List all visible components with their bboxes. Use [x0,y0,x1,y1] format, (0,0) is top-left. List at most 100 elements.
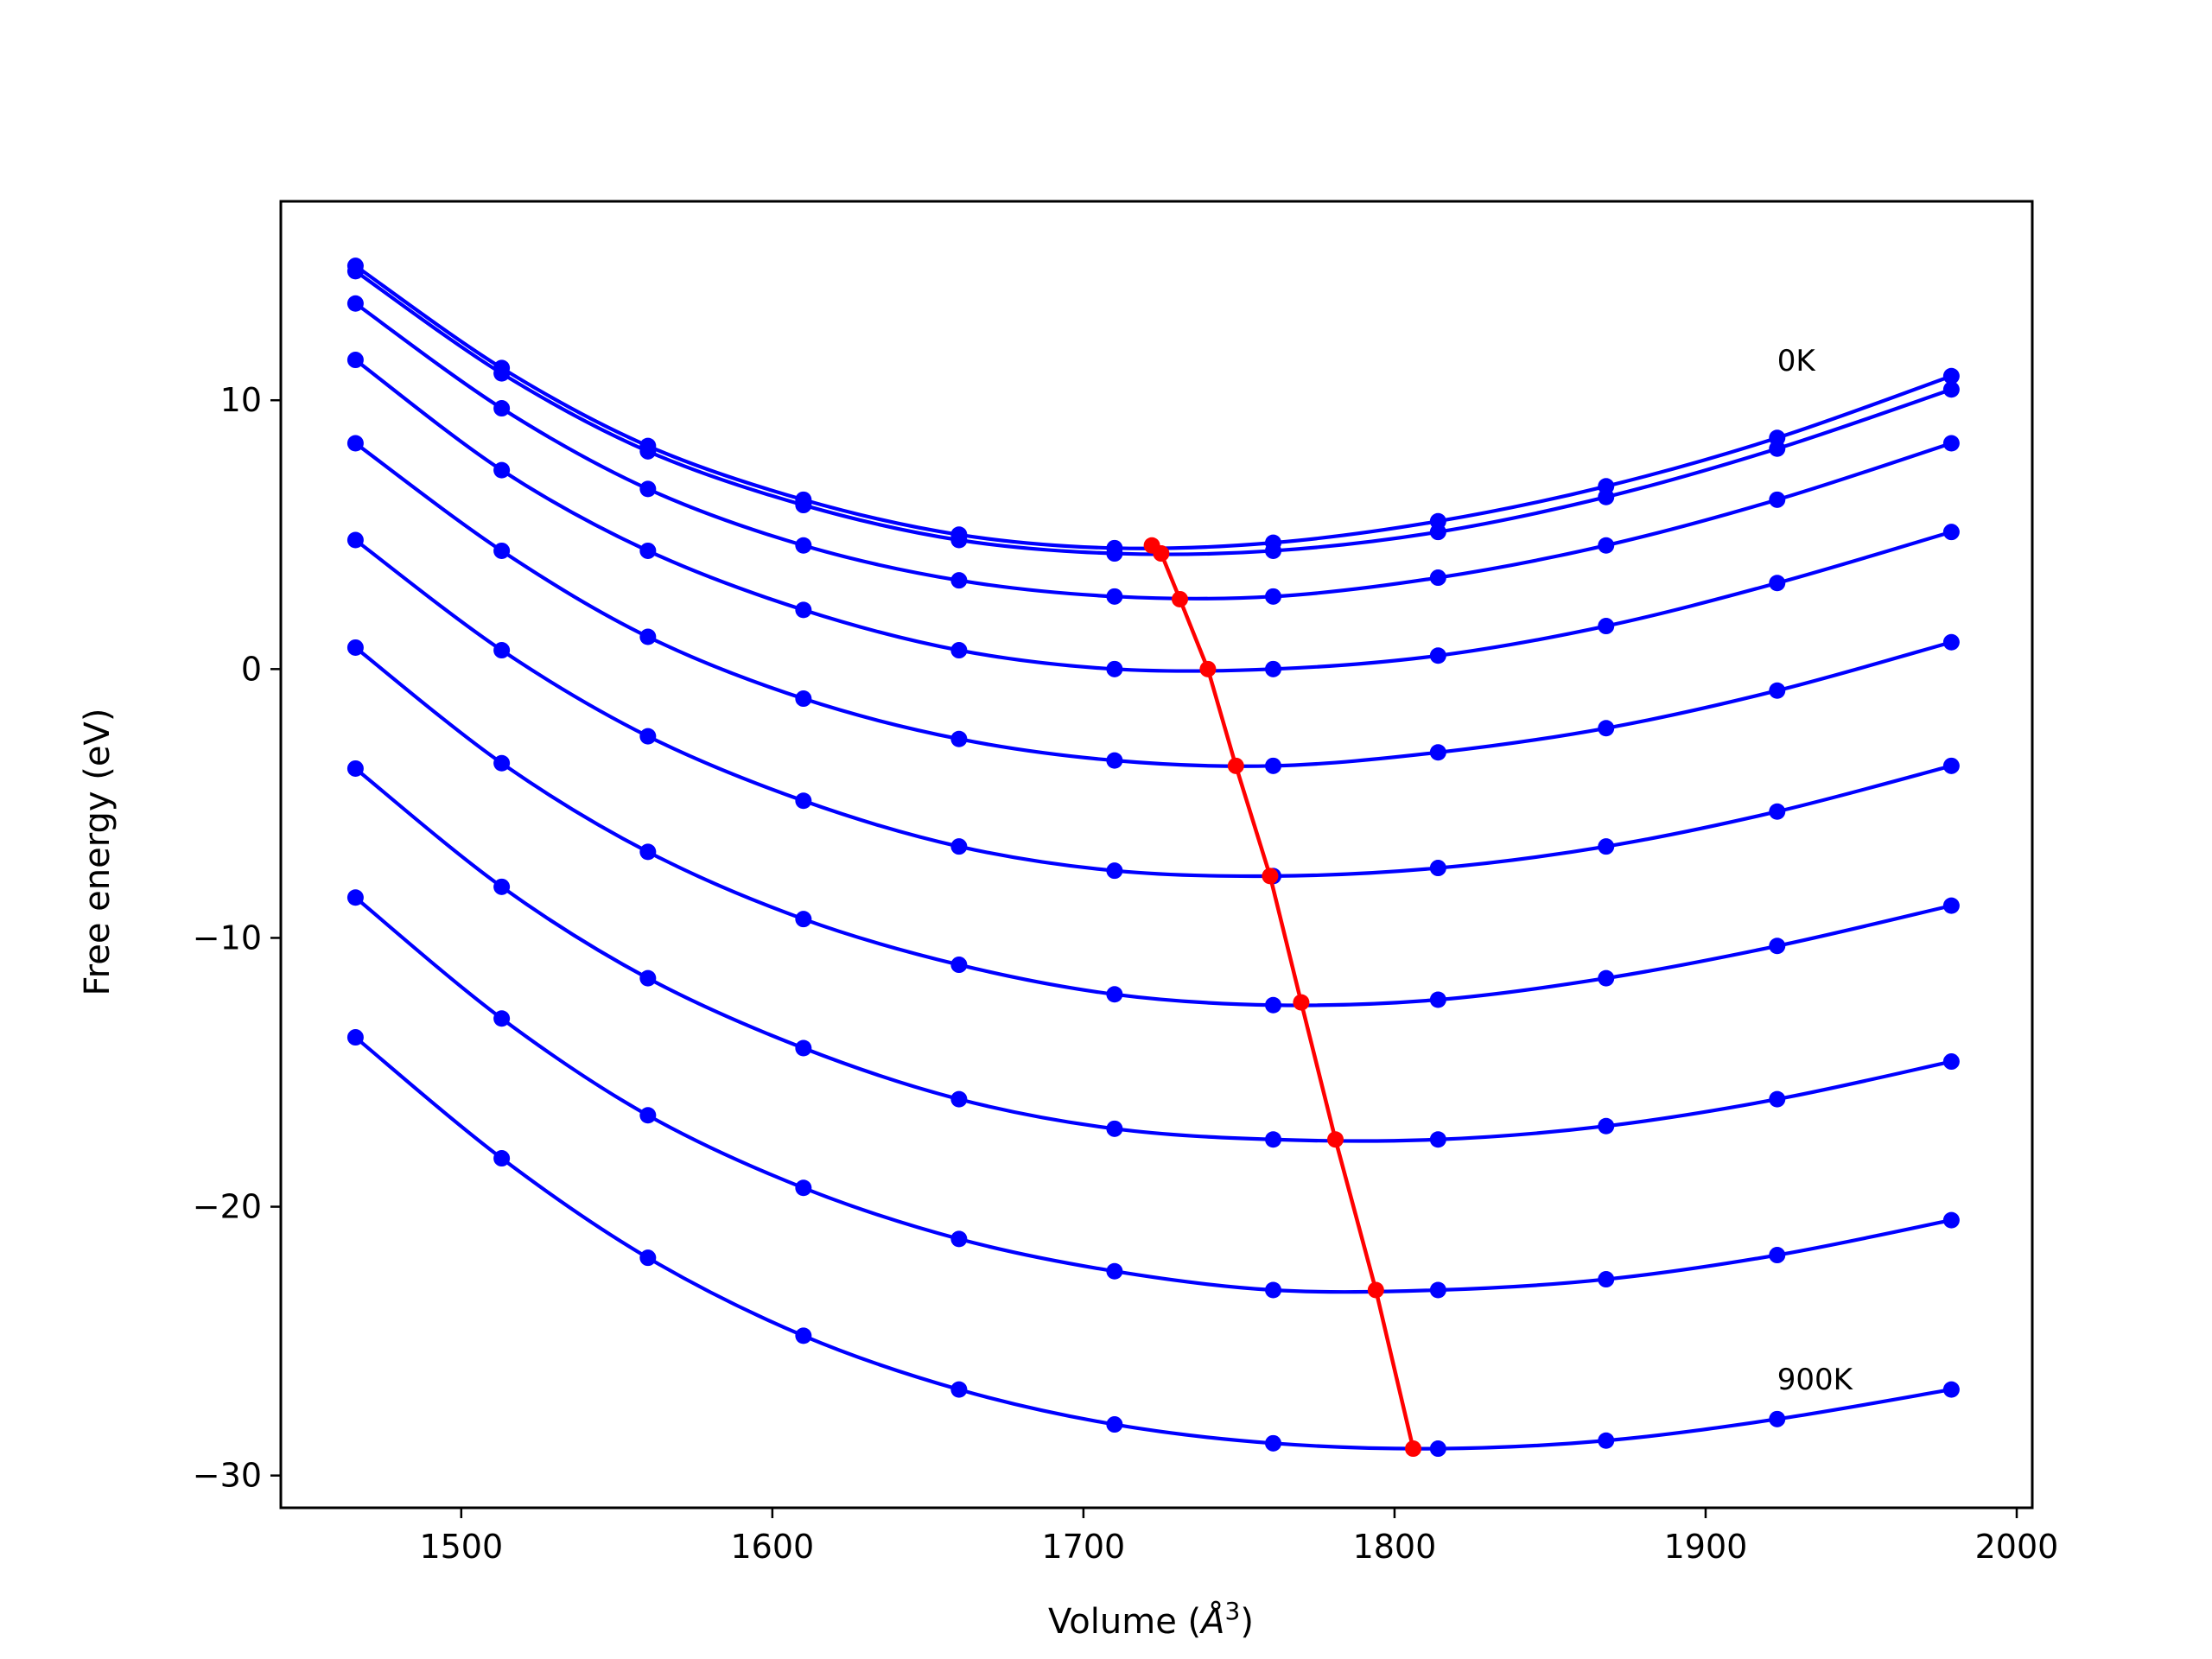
annotation-0k: 0K [1777,344,1817,378]
series-9-point-5 [1106,1416,1123,1433]
series-2-point-6 [1265,588,1282,605]
series-9-point-8 [1598,1432,1615,1449]
series-8-point-3 [795,1179,812,1197]
series-2-point-1 [493,400,511,417]
series-5-point-4 [950,838,968,855]
series-6-point-9 [1769,938,1786,955]
series-1-point-1 [493,365,511,382]
series-5-point-9 [1769,803,1786,820]
y-tick-label-4: −30 [193,1457,262,1495]
series-2-point-2 [639,480,657,498]
series-8-point-1 [493,1010,511,1027]
y-tick-label-3: −20 [193,1188,262,1226]
minimum-path-point-8 [1367,1281,1384,1299]
series-7-point-4 [950,1090,968,1108]
series-5-point-10 [1942,757,1960,774]
series-6-point-6 [1265,996,1282,1014]
plot-frame [279,200,2034,1510]
curves-layer [354,264,1953,1451]
series-1-point-10 [1942,381,1960,398]
minimum-path-point-6 [1293,994,1310,1011]
series-2-point-3 [795,537,812,554]
series-9-point-3 [795,1327,812,1344]
series-3-point-9 [1769,575,1786,592]
series-7-point-2 [639,969,657,987]
minimum-path-point-9 [1405,1440,1422,1458]
series-line-0 [354,264,1953,550]
y-tick-label-1: 0 [241,650,262,688]
series-9-point-4 [950,1381,968,1398]
minimum-path-point-1 [1153,545,1170,563]
minimum-path-point-3 [1199,660,1217,677]
series-4-point-6 [1265,757,1282,774]
series-2-point-0 [346,295,364,312]
series-5-point-7 [1429,860,1446,877]
series-4-point-1 [493,542,511,559]
series-4-point-9 [1769,682,1786,699]
series-5-point-8 [1598,838,1615,855]
series-6-point-1 [493,754,511,772]
series-line-4 [354,442,1952,768]
series-4-point-4 [950,730,968,747]
points-layer [346,257,1960,1458]
series-7-point-6 [1265,1131,1282,1148]
x-tick-label-0: 1500 [419,1528,503,1566]
minimum-path-layer [1143,537,1422,1458]
series-8-point-6 [1265,1281,1282,1299]
series-4-point-10 [1942,633,1960,651]
y-axis-title: Free energy (eV) [78,709,118,996]
series-6-point-0 [346,639,364,656]
series-7-point-9 [1769,1090,1786,1108]
series-4-point-2 [639,628,657,645]
series-6-point-5 [1106,986,1123,1003]
series-8-point-7 [1429,1281,1446,1299]
series-1-point-6 [1265,542,1282,559]
x-axis-ticks: 1500 1600 1700 1800 1900 2000 [419,1508,2058,1566]
series-line-3 [354,358,1952,673]
series-2-point-8 [1598,537,1615,554]
annotation-900k: 900K [1777,1363,1854,1397]
series-2-point-10 [1942,435,1960,452]
series-9-point-1 [493,1150,511,1167]
series-9-point-0 [346,1029,364,1046]
series-4-point-8 [1598,720,1615,737]
series-4-point-5 [1106,752,1123,769]
minimum-path-point-5 [1262,868,1279,885]
series-7-point-8 [1598,1117,1615,1135]
series-5-point-3 [795,792,812,810]
series-4-point-0 [346,435,364,452]
series-3-point-8 [1598,618,1615,635]
series-3-point-0 [346,352,364,369]
series-0-point-10 [1942,367,1960,385]
series-6-point-3 [795,911,812,928]
series-3-point-3 [795,601,812,619]
series-9-point-10 [1942,1381,1960,1398]
series-5-point-5 [1106,862,1123,880]
series-7-point-5 [1106,1120,1123,1137]
series-8-point-5 [1106,1262,1123,1280]
series-7-point-0 [346,760,364,777]
series-1-point-3 [795,497,812,514]
x-tick-label-3: 1800 [1353,1528,1437,1566]
series-7-point-7 [1429,1131,1446,1148]
series-3-point-10 [1942,524,1960,541]
y-tick-label-0: 10 [220,381,262,419]
y-axis-ticks: 10 0 −10 −20 −30 [193,381,281,1495]
minimum-path-point-4 [1227,757,1244,774]
series-5-point-0 [346,531,364,549]
series-6-point-10 [1942,897,1960,914]
minimum-path-line [1150,543,1415,1450]
series-8-point-10 [1942,1211,1960,1229]
series-9-point-2 [639,1249,657,1267]
series-6-point-8 [1598,969,1615,987]
series-5-point-2 [639,728,657,745]
series-8-point-2 [639,1107,657,1124]
series-1-point-9 [1769,440,1786,457]
x-axis-title: Volume (Å3) [1048,1597,1254,1642]
series-9-point-9 [1769,1410,1786,1427]
series-2-point-9 [1769,491,1786,508]
series-8-point-9 [1769,1247,1786,1264]
series-line-1 [354,270,1953,556]
series-1-point-7 [1429,524,1446,541]
